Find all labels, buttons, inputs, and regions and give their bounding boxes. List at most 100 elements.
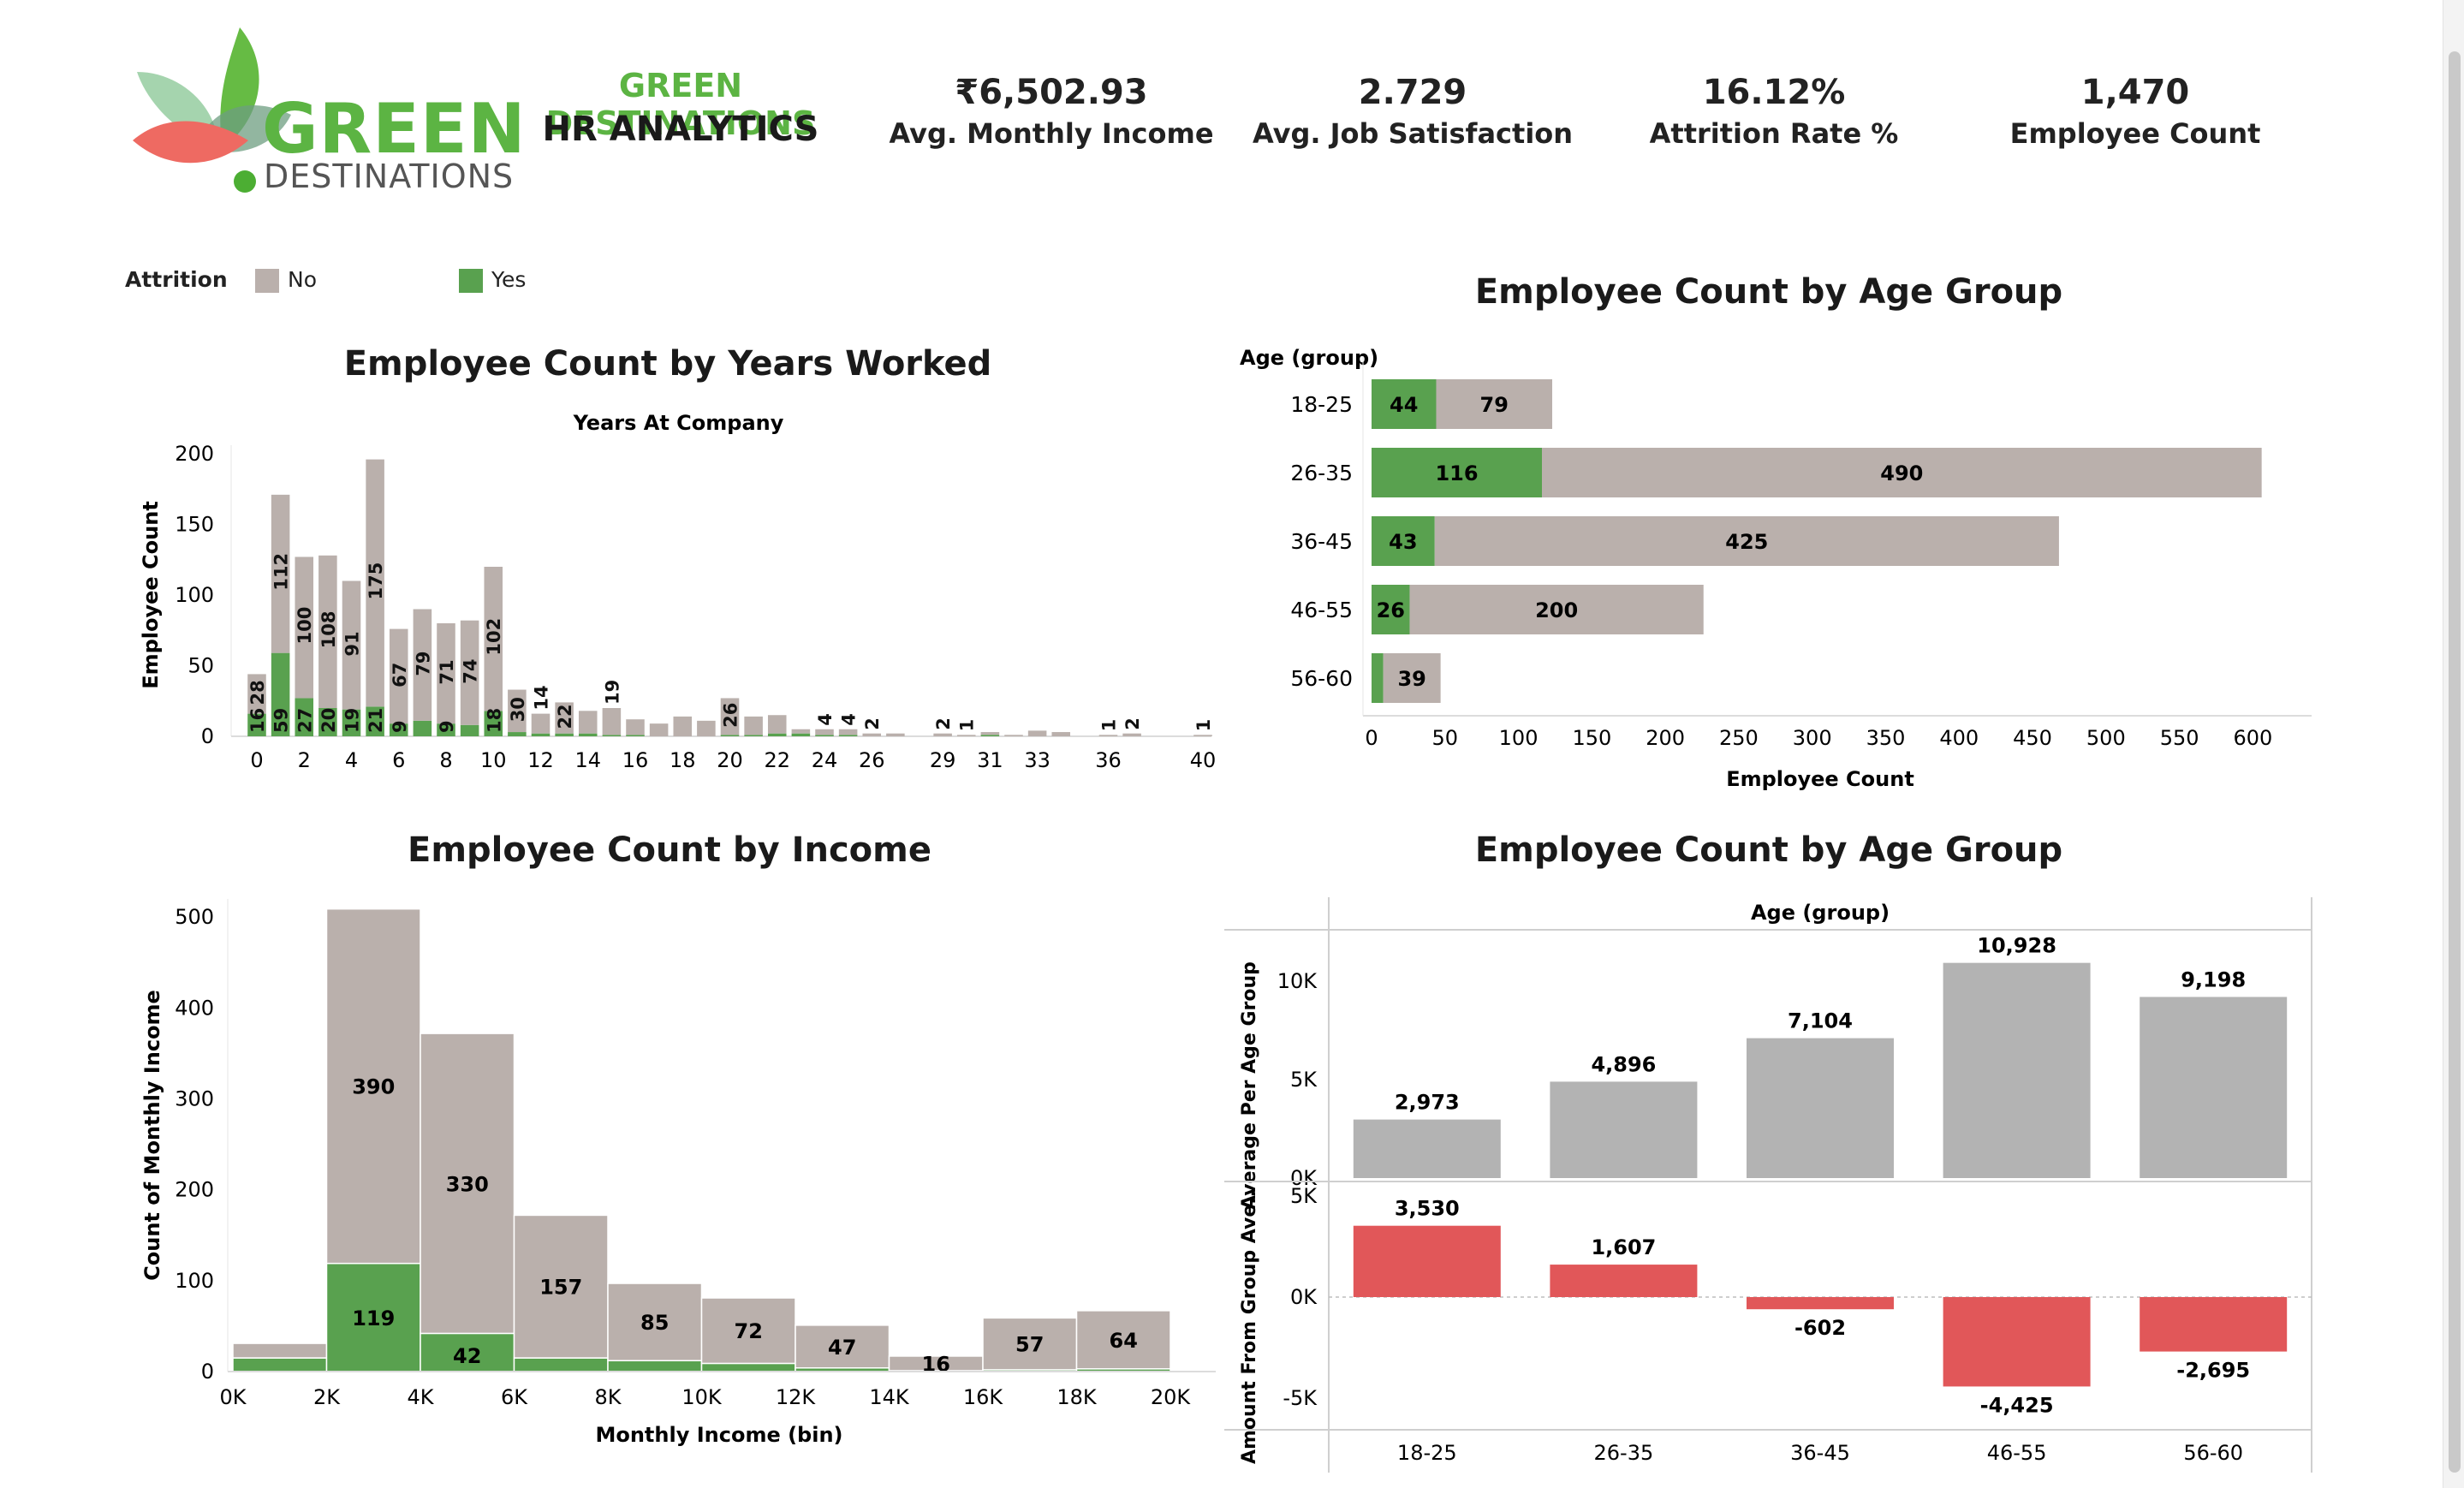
bar-no (1409, 585, 1704, 634)
bar-yes (232, 1357, 328, 1372)
bar-no (271, 494, 290, 653)
diff-bar (1550, 1265, 1698, 1297)
bar-no (1122, 733, 1141, 736)
bar-yes (607, 1360, 703, 1372)
bar-label-no: 74 (461, 659, 481, 684)
chart-title-age-group-avg: Employee Count by Age Group (1474, 830, 2063, 870)
bar-yes (767, 733, 787, 736)
bar-label-yes: 26 (1377, 598, 1405, 622)
y-tick-label: 0 (201, 724, 214, 748)
age-group-chart[interactable]: Age (group) 18-25 44 79 26-35 116 490 36-45 43 42… (1224, 325, 2329, 805)
bar-yes (389, 723, 408, 736)
x-tick-label: 12K (776, 1385, 817, 1409)
panel1-y-tick: 5K (1290, 1068, 1318, 1092)
legend-label-yes[interactable]: Yes (491, 267, 527, 292)
bar-no (389, 628, 408, 724)
x-tick-label: 33 (1024, 748, 1050, 772)
x-tick-label: 550 (2160, 726, 2199, 750)
bar-label-no: 390 (352, 1075, 395, 1099)
kpi-value: 1,470 (2080, 73, 2190, 112)
scrollbar[interactable] (2443, 0, 2464, 1488)
bar-yes (1372, 448, 1543, 497)
bar-yes (602, 735, 622, 736)
kpi-attrition-rate: 16.12% Attrition Rate % (1594, 70, 1954, 152)
age-group-average-chart[interactable]: Age (group)Average Per Age Group 10K5K0K2… (1224, 882, 2329, 1481)
bar-label-no: 85 (640, 1311, 669, 1335)
x-tick-label: 6K (501, 1385, 528, 1409)
avg-bar (2140, 997, 2288, 1178)
x-axis-label: Monthly Income (bin) (595, 1423, 842, 1447)
bar-label-no: 64 (1110, 1329, 1138, 1353)
bar-label-yes: 18 (484, 708, 504, 733)
company-logo: GREEN DESTINATIONS (120, 21, 526, 200)
avg-bar-label: 9,198 (2181, 967, 2246, 991)
diff-bar-label: -602 (1794, 1316, 1846, 1340)
bar-yes (555, 733, 574, 736)
x-tick-label: 350 (1866, 726, 1906, 750)
x-tick-label: 400 (1939, 726, 1979, 750)
bar-yes (1372, 379, 1437, 429)
bar-no (720, 698, 740, 735)
y-tick-label: 18-25 (1290, 392, 1353, 417)
bar-yes (413, 720, 432, 736)
bar-no (1075, 1310, 1171, 1370)
x-tick-label: 18-25 (1397, 1441, 1457, 1465)
avg-bar-label: 4,896 (1591, 1052, 1656, 1076)
y-tick-label: 36-45 (1290, 529, 1353, 554)
y-axis-label: Age (group) (1240, 346, 1378, 370)
kpi-label: Employee Count (2009, 117, 2261, 150)
bar-yes (247, 713, 266, 736)
bar-no (795, 1324, 890, 1369)
bar-no (460, 620, 479, 725)
x-tick-label: 22 (764, 748, 790, 772)
x-tick-label: 450 (2013, 726, 2052, 750)
bar-no (1383, 653, 1441, 703)
x-tick-label: 26-35 (1594, 1441, 1654, 1465)
bar-yes (325, 1262, 421, 1372)
brand-subtitle: HR ANALYTICS (542, 110, 819, 149)
diff-bar (2140, 1297, 2288, 1352)
x-tick-label: 14 (574, 748, 601, 772)
bar-no (607, 1283, 703, 1362)
attrition-legend[interactable]: Attrition No Yes (125, 267, 570, 301)
bar-yes (420, 1332, 515, 1372)
income-chart[interactable]: Count of Monthly Income 0 100 200 300 400 500 1… (128, 882, 1224, 1473)
bar-label-no: 28 (247, 680, 268, 705)
x-tick-label: 18K (1056, 1385, 1098, 1409)
x-tick-label: 2 (298, 748, 311, 772)
x-tick-label: 50 (1432, 726, 1459, 750)
bar-yes (700, 1362, 796, 1372)
bar-label-no: 490 (1880, 461, 1923, 485)
legend-swatch-yes[interactable] (459, 269, 483, 293)
diff-bar (1943, 1297, 2091, 1387)
diff-bar-label: -2,695 (2176, 1359, 2250, 1383)
x-tick-label: 250 (1719, 726, 1759, 750)
chart-title-income: Employee Count by Income (408, 830, 931, 870)
bar-no (791, 729, 811, 734)
x-tick-label: 150 (1572, 726, 1611, 750)
y-tick-label: 200 (175, 442, 214, 466)
bar-no (295, 557, 314, 699)
kpi-label: Avg. Job Satisfaction (1252, 117, 1574, 150)
x-tick-label: 16K (963, 1385, 1004, 1409)
scrollbar-thumb[interactable] (2449, 51, 2461, 1473)
bar-label-no: 71 (437, 659, 457, 684)
x-tick-label: 36 (1095, 748, 1122, 772)
bar-label-no: 79 (413, 651, 433, 676)
bar-label-no: 4 (815, 713, 836, 726)
bar-label-no: 425 (1725, 530, 1768, 554)
bar-label-no: 79 (1480, 393, 1509, 417)
legend-label-no[interactable]: No (288, 267, 317, 292)
legend-swatch-no[interactable] (255, 269, 279, 293)
bar-yes (318, 708, 337, 736)
panel1-y-tick: 0K (1290, 1166, 1318, 1190)
bar-no (420, 1033, 515, 1335)
logo-word-green: GREEN (262, 89, 527, 169)
x-tick-label: 20 (717, 748, 743, 772)
diff-bar-label: -4,425 (1980, 1393, 2054, 1417)
y-tick-label: 56-60 (1290, 666, 1353, 691)
bar-no (484, 567, 503, 711)
x-tick-label: 20K (1151, 1385, 1192, 1409)
bar-yes (531, 733, 551, 736)
